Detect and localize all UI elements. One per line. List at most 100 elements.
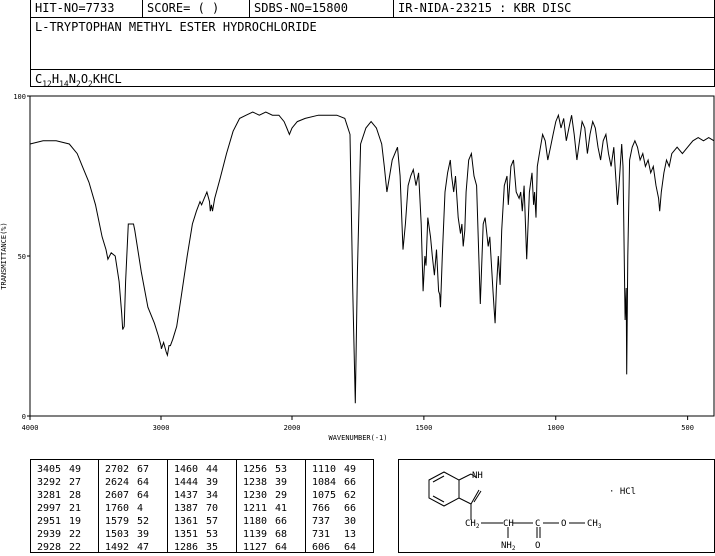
peak-wavenumber: 1230 [243, 490, 268, 501]
x-axis-label: WAVENUMBER(-1) [328, 434, 387, 442]
peak-wavenumber: 3405 [37, 464, 62, 475]
peak-transmittance: 47 [137, 542, 150, 553]
peak-row: 1180 66 [237, 515, 305, 528]
peak-transmittance: 64 [275, 542, 288, 553]
peak-wavenumber: 1211 [243, 503, 268, 514]
peak-row: 1579 52 [99, 515, 167, 528]
peak-transmittance: 21 [69, 503, 82, 514]
x-tick-label: 3000 [153, 424, 170, 432]
y-tick-label: 100 [13, 93, 26, 101]
peak-row: 1238 39 [237, 476, 305, 489]
peak-row: 1139 68 [237, 528, 305, 541]
peak-transmittance: 62 [344, 490, 357, 501]
y-tick-label: 0 [22, 413, 26, 421]
peak-transmittance: 66 [275, 516, 288, 527]
indole-ring [428, 471, 585, 538]
peak-transmittance: 30 [344, 516, 357, 527]
peak-wavenumber: 1437 [174, 490, 199, 501]
peak-row: 1084 66 [306, 476, 375, 489]
peak-wavenumber: 2997 [37, 503, 62, 514]
carbonyl-c-label: C [535, 519, 540, 529]
peak-wavenumber: 1139 [243, 529, 268, 540]
peak-wavenumber: 1238 [243, 477, 268, 488]
molecular-formula: C12H14N2O2KHCL [35, 72, 122, 89]
y-axis-label: TRANSMITTANCE(%) [0, 222, 8, 289]
peak-transmittance: 53 [206, 529, 219, 540]
hcl-label: · HCl [609, 487, 636, 497]
peak-transmittance: 39 [275, 477, 288, 488]
peak-wavenumber: 1503 [105, 529, 130, 540]
peak-transmittance: 35 [206, 542, 219, 553]
peak-transmittance: 39 [137, 529, 150, 540]
x-tick-label: 4000 [22, 424, 39, 432]
peak-row: 2624 64 [99, 476, 167, 489]
peak-row: 1444 39 [168, 476, 236, 489]
peak-transmittance: 28 [69, 490, 82, 501]
peak-table-column: 1110 49 1084 66 1075 62 766 66 737 30 731 13 606 64 [306, 460, 375, 554]
peak-wavenumber: 1256 [243, 464, 268, 475]
peak-row: 766 66 [306, 502, 375, 515]
nh-label: NH [472, 471, 483, 481]
peak-transmittance: 49 [69, 464, 82, 475]
peak-wavenumber: 3281 [37, 490, 62, 501]
peak-row: 1351 53 [168, 528, 236, 541]
peak-row: 2997 21 [31, 502, 98, 515]
peak-wavenumber: 2939 [37, 529, 62, 540]
molecular-structure: NH CH2 CH C O CH3 NH2 O · HCl [428, 471, 636, 552]
peak-row: 3292 27 [31, 476, 98, 489]
peak-transmittance: 49 [344, 464, 357, 475]
peak-transmittance: 64 [137, 477, 150, 488]
peak-row: 1110 49 [306, 463, 375, 476]
peak-table-column: 1460 44 1444 39 1437 34 1387 70 1361 57 1351 53 1286… [168, 460, 237, 554]
peak-row: 1286 35 [168, 541, 236, 554]
peak-wavenumber: 1361 [174, 516, 199, 527]
peak-row: 1230 29 [237, 489, 305, 502]
peak-transmittance: 70 [206, 503, 219, 514]
peak-wavenumber: 2951 [37, 516, 62, 527]
x-tick-label: 2000 [284, 424, 301, 432]
peak-wavenumber: 1492 [105, 542, 130, 553]
peak-row: 1460 44 [168, 463, 236, 476]
peak-row: 2928 22 [31, 541, 98, 554]
peak-row: 737 30 [306, 515, 375, 528]
peak-row: 1760 4 [99, 502, 167, 515]
peak-transmittance: 41 [275, 503, 288, 514]
peak-transmittance: 52 [137, 516, 150, 527]
carbonyl-o-label: O [535, 541, 540, 551]
peak-row: 2951 19 [31, 515, 98, 528]
peak-wavenumber: 2624 [105, 477, 130, 488]
peak-transmittance: 22 [69, 542, 82, 553]
spectrum-line [29, 111, 715, 404]
peak-row: 1211 41 [237, 502, 305, 515]
compound-box: L-TRYPTOPHAN METHYL ESTER HYDROCHLORIDE … [30, 17, 715, 89]
peak-table: 3405 49 3292 27 3281 28 2997 21 2951 19 2939 22 2928… [30, 459, 374, 553]
peak-row: 606 64 [306, 541, 375, 554]
ch3-label: CH3 [587, 519, 602, 530]
plot-frame [29, 95, 715, 417]
peak-row: 2607 64 [99, 489, 167, 502]
peak-transmittance: 66 [344, 477, 357, 488]
score: SCORE= ( ) [143, 0, 250, 17]
peak-wavenumber: 737 [312, 516, 331, 527]
peak-transmittance: 13 [344, 529, 357, 540]
peak-row: 1437 34 [168, 489, 236, 502]
peak-transmittance: 64 [137, 490, 150, 501]
sdbs-number: SDBS-NO=15800 [250, 0, 394, 17]
peak-transmittance: 67 [137, 464, 150, 475]
peak-row: 1075 62 [306, 489, 375, 502]
peak-transmittance: 29 [275, 490, 288, 501]
peak-wavenumber: 731 [312, 529, 331, 540]
peak-row: 1256 53 [237, 463, 305, 476]
peak-table-column: 2702 67 2624 64 2607 64 1760 4 1579 52 1503 39 1492 4… [99, 460, 168, 553]
peak-row: 3405 49 [31, 463, 98, 476]
peak-row: 2939 22 [31, 528, 98, 541]
peak-wavenumber: 2607 [105, 490, 130, 501]
peak-transmittance: 34 [206, 490, 219, 501]
ch2-label: CH2 [465, 519, 480, 530]
peak-transmittance: 4 [137, 503, 144, 514]
peak-wavenumber: 1286 [174, 542, 199, 553]
peak-wavenumber: 1460 [174, 464, 199, 475]
peak-row: 3281 28 [31, 489, 98, 502]
peak-transmittance: 57 [206, 516, 219, 527]
peak-table-column: 3405 49 3292 27 3281 28 2997 21 2951 19 2939 22 2928… [31, 460, 99, 554]
